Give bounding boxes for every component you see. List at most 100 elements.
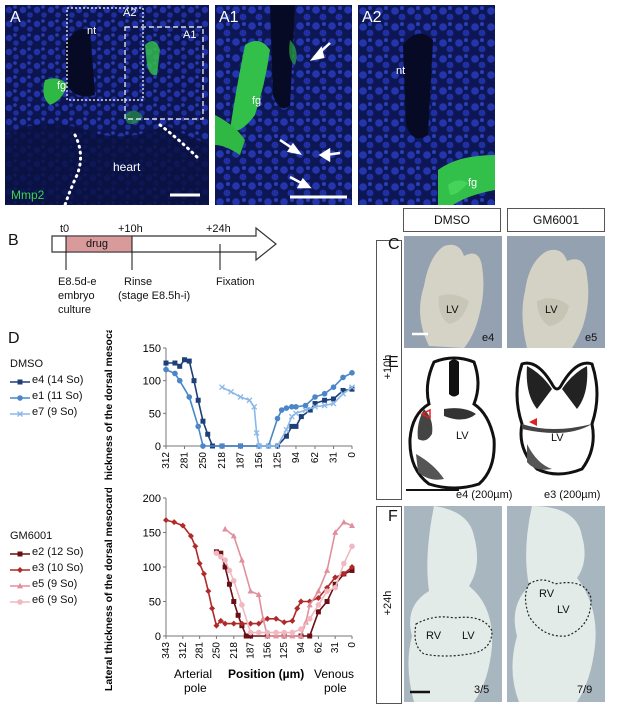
x-tick-label: 218 — [229, 642, 240, 659]
x-tick-label: 312 — [178, 642, 189, 659]
y-axis-label: Lateral thickness of the dorsal mesocard… — [103, 330, 115, 480]
data-point — [222, 557, 228, 563]
data-point — [331, 396, 337, 402]
x-tick-label: 0 — [347, 452, 358, 458]
data-point — [330, 384, 337, 390]
x-tick-label: 250 — [198, 452, 209, 469]
data-point — [341, 560, 347, 567]
data-point — [230, 578, 237, 584]
data-point — [298, 632, 305, 639]
legend-marker — [17, 551, 23, 557]
panel-label-a2: A2 — [362, 9, 382, 26]
data-point — [274, 415, 281, 422]
data-point — [237, 443, 244, 449]
data-point — [281, 632, 288, 639]
e-left-lv: LV — [456, 430, 469, 442]
data-point — [315, 602, 322, 608]
data-point — [246, 397, 253, 404]
data-point — [177, 363, 183, 369]
data-point — [238, 556, 245, 563]
data-point — [255, 620, 262, 627]
x-left-label-line1: Arterial — [174, 667, 212, 681]
data-point — [264, 615, 271, 622]
data-point — [283, 433, 289, 439]
data-point — [289, 632, 296, 639]
data-point — [172, 370, 178, 377]
x-tick-label: 187 — [236, 452, 247, 469]
legend-dmso: e4 (14 So) e1 (11 So) e7 (9 So) — [10, 374, 110, 422]
series-line — [166, 358, 353, 447]
legend-item: e4 (14 So) — [10, 374, 110, 390]
x-tick-label: 94 — [291, 452, 302, 464]
data-point — [340, 390, 347, 397]
e-right-id: e3 (200µm) — [544, 489, 601, 501]
y-axis-label: Lateral thickness of the dorsal mesocard… — [103, 488, 115, 691]
series-1 — [163, 517, 355, 629]
label-nt: nt — [87, 25, 97, 37]
data-point — [196, 560, 203, 567]
legend-label: e5 (9 So) — [32, 578, 78, 590]
x-tick-label: 156 — [254, 452, 265, 469]
data-point — [228, 388, 234, 395]
x-tick-label: 125 — [279, 642, 290, 659]
label-fg: fg — [57, 80, 67, 92]
timeline-step3: Fixation — [216, 276, 255, 288]
legend-marker — [17, 582, 23, 589]
f-left-lv: LV — [462, 630, 475, 642]
panel-e-gm6001-image: LV — [507, 354, 605, 484]
data-point — [205, 431, 211, 437]
data-point — [298, 598, 305, 605]
data-point — [209, 605, 216, 612]
header-gm6001: GM6001 — [507, 208, 605, 232]
data-point — [172, 360, 178, 366]
data-point — [186, 394, 193, 400]
data-point — [230, 532, 237, 539]
data-point — [349, 522, 355, 528]
data-point — [163, 360, 169, 366]
data-point — [306, 615, 313, 622]
c-left-id: e4 — [482, 332, 495, 344]
data-point — [222, 525, 229, 532]
data-point — [289, 629, 296, 636]
x-tick-label: 218 — [217, 452, 228, 469]
series-line — [221, 386, 353, 447]
data-point — [289, 423, 295, 429]
data-point — [219, 443, 225, 449]
data-point — [256, 443, 262, 449]
data-point — [307, 633, 313, 639]
data-point — [324, 567, 331, 573]
legend-title-dmso: DMSO — [10, 358, 43, 370]
data-point — [312, 403, 318, 410]
y-tick-label: 100 — [143, 562, 161, 574]
timeline-step2-a: Rinse — [124, 276, 153, 288]
timeline-step2-b: (stage E8.5h-i) — [118, 290, 191, 302]
x-tick-label: 281 — [179, 452, 190, 469]
x-right-label-line2: pole — [324, 681, 347, 695]
y-tick-label: 150 — [143, 343, 161, 355]
data-point — [255, 629, 262, 636]
data-point — [222, 620, 229, 627]
c-right-lv: LV — [545, 304, 558, 316]
x-tick-label: 281 — [195, 642, 206, 659]
data-point — [302, 619, 309, 625]
chart-dmso: Lateral thickness of the dorsal mesocard… — [103, 330, 358, 480]
data-point — [281, 619, 288, 626]
legend-swatch — [10, 379, 30, 385]
data-point — [289, 617, 296, 624]
legend-swatch — [10, 395, 30, 401]
data-point — [238, 620, 245, 627]
f-right-count: 7/9 — [577, 684, 593, 696]
data-point — [324, 599, 330, 604]
series-3 — [213, 543, 355, 636]
legend-marker — [17, 567, 23, 573]
data-point — [200, 443, 206, 449]
data-point — [302, 402, 309, 409]
data-point — [274, 443, 281, 449]
data-point — [255, 591, 262, 597]
data-point — [239, 602, 245, 608]
data-point — [251, 403, 258, 410]
legend-marker — [17, 395, 23, 401]
inset-label-a1: A1 — [183, 29, 197, 41]
timeline-drug-label: drug — [86, 238, 109, 250]
series-2 — [222, 518, 355, 639]
